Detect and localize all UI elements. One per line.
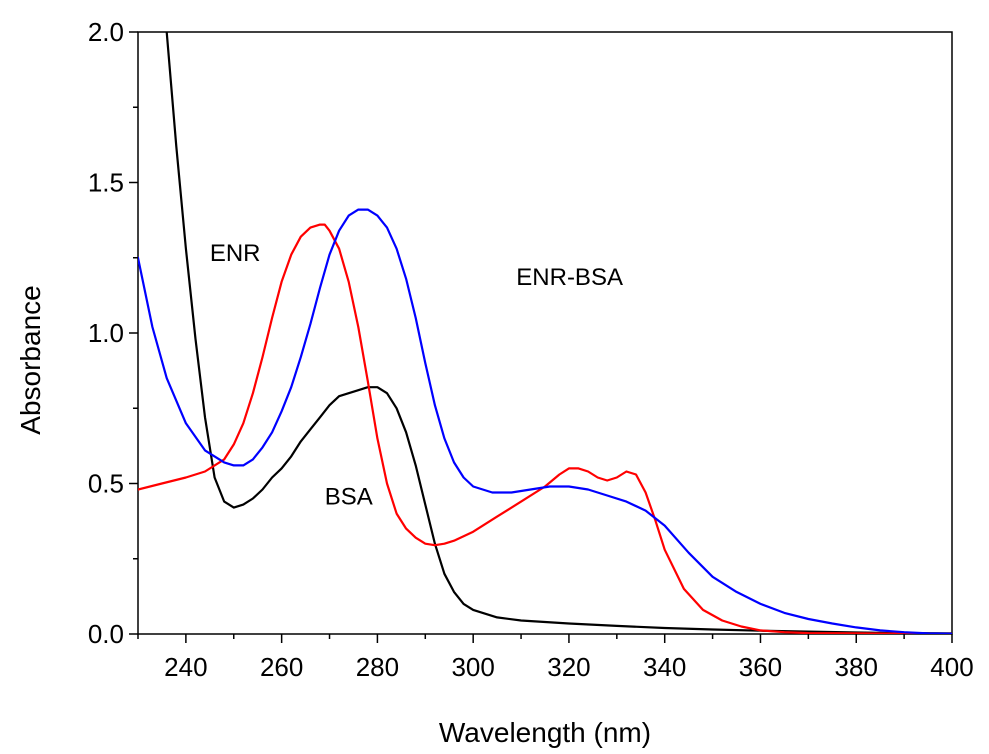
y-tick-label: 0.0: [88, 619, 124, 649]
x-axis-ticks: [137, 634, 953, 643]
series-line-enr: [138, 223, 952, 634]
x-tick-label: 320: [547, 652, 590, 682]
x-axis-title: Wavelength (nm): [439, 717, 651, 748]
x-tick-label: 280: [356, 652, 399, 682]
x-tick-label: 240: [164, 652, 207, 682]
y-tick-label: 1.5: [88, 168, 124, 198]
y-tick-label: 2.0: [88, 17, 124, 47]
series-line-bsa: [165, 32, 952, 634]
series-line-enr-bsa: [138, 208, 952, 634]
y-axis-title: Absorbance: [15, 285, 46, 434]
x-tick-label: 380: [835, 652, 878, 682]
y-tick-label: 1.0: [88, 318, 124, 348]
plot-frame-rect: [137, 31, 953, 635]
series-lines: [138, 32, 952, 634]
x-tick-label: 360: [739, 652, 782, 682]
x-tick-label: 260: [260, 652, 303, 682]
y-tick-label: 0.5: [88, 469, 124, 499]
x-tick-label: 300: [451, 652, 494, 682]
x-tick-label: 400: [930, 652, 973, 682]
plot-frame: [137, 31, 953, 635]
series-label-bsa: BSA: [325, 484, 373, 511]
x-axis-tick-labels: 240 260 280 300 320 340 360 380 400: [164, 652, 974, 682]
series-labels: BSA ENR ENR-BSA: [210, 240, 623, 511]
y-axis-ticks: [129, 31, 138, 635]
x-tick-label: 340: [643, 652, 686, 682]
y-axis-tick-labels: 0.0 0.5 1.0 1.5 2.0: [88, 17, 124, 649]
series-label-enr-bsa: ENR-BSA: [516, 264, 623, 291]
series-label-enr: ENR: [210, 240, 261, 267]
